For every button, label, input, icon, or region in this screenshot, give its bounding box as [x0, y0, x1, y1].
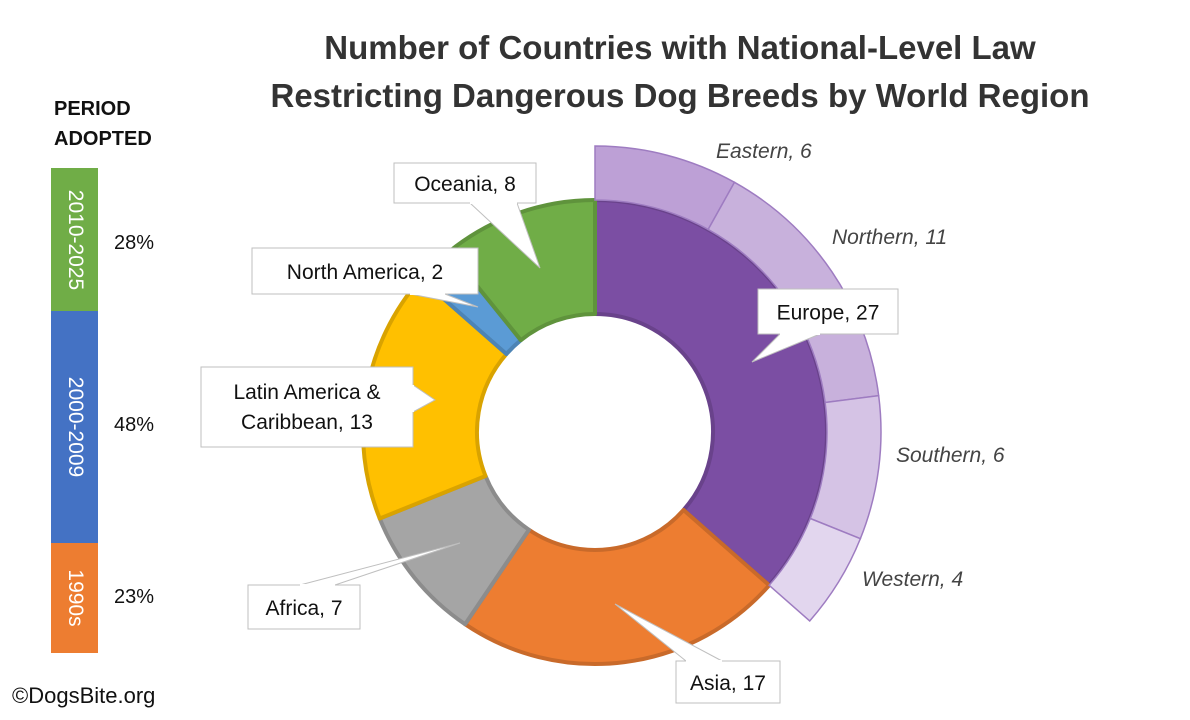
period-label-line-1: PERIOD — [54, 98, 131, 120]
period-label-line-2: ADOPTED — [54, 128, 152, 150]
label-oceania: Oceania, 8 — [414, 173, 516, 196]
label-europe-eastern: Eastern, 6 — [716, 140, 812, 163]
label-latin-america-caribbean-line-2: Caribbean, 13 — [241, 411, 373, 434]
slice-europe-western — [768, 517, 862, 623]
label-latin-america-caribbean-line-1: Latin America & — [233, 381, 380, 404]
callout-box-europe — [757, 288, 899, 335]
label-asia: Asia, 17 — [690, 672, 766, 695]
period-adopted-label: PERIOD ADOPTED — [54, 94, 184, 154]
copyright-text: ©DogsBite.org — [12, 683, 156, 708]
callout-box-north-america — [251, 247, 479, 295]
slice-asia — [463, 507, 772, 666]
period-percent-2000-2009: 48% — [114, 414, 155, 436]
label-north-america: North America, 2 — [287, 261, 443, 284]
period-block-2000-2009: 2000-2009 — [51, 311, 98, 543]
label-europe: Europe, 27 — [777, 302, 880, 325]
period-block-1990s: 1990s — [51, 543, 98, 653]
chart-title: Number of Countries with National-Level … — [180, 24, 1180, 120]
label-europe-southern: Southern, 6 — [896, 444, 1005, 467]
period-percent-1990s: 23% — [114, 586, 155, 608]
label-africa: Africa, 7 — [265, 597, 342, 620]
period-percent-2010-2025: 28% — [114, 232, 155, 254]
chart-title-line-1: Number of Countries with National-Level … — [324, 29, 1036, 66]
label-europe-northern: Northern, 11 — [832, 226, 947, 249]
callout-box-oceania — [393, 162, 537, 204]
callout-box-asia — [675, 660, 781, 704]
period-block-2010-2025: 2010-2025 — [51, 168, 98, 311]
callout-box-africa — [247, 584, 361, 630]
chart-title-line-2: Restricting Dangerous Dog Breeds by Worl… — [270, 77, 1090, 114]
callout-box-latin-america-caribbean — [200, 366, 414, 448]
label-europe-western: Western, 4 — [862, 568, 963, 591]
